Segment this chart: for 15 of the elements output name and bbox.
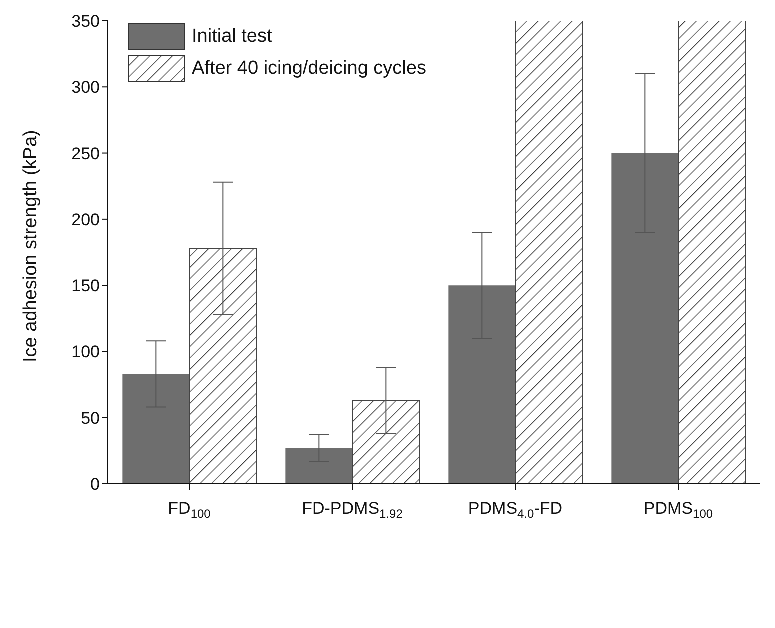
y-tick-label: 150 [72,276,100,296]
x-tick-label: PDMS$_{100}$ [644,499,714,521]
y-tick-label: 200 [72,210,100,230]
y-tick-label: 0 [90,475,100,494]
y-axis-title: Ice adhesion strength (kPa) [20,130,42,362]
y-tick-label: 350 [72,12,100,32]
x-tick-label: FD$_{100}$ [168,499,212,521]
legend-label: After 40 icing/deicing cycles [192,58,426,80]
x-tick-label: PDMS$_{4.0}$-FD [468,499,563,521]
y-tick-label: 250 [72,144,100,164]
x-tick-label: FD-PDMS$_{1.92}$ [302,499,404,521]
y-tick-label: 50 [81,408,100,428]
y-tick-label: 300 [72,78,100,98]
y-tick-label: 100 [72,342,100,362]
legend-label: Initial test [192,26,272,48]
